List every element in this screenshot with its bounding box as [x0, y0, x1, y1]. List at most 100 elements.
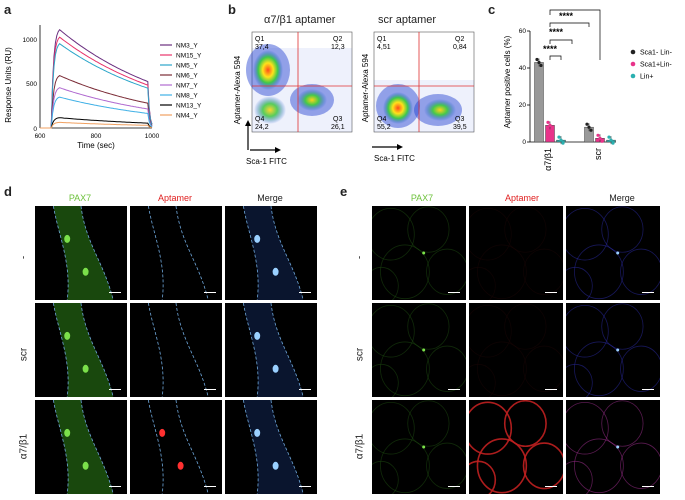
e-tile-r2-aptamer-cell-4: [469, 363, 496, 397]
panel-c-dot-0-0-0: [535, 57, 539, 62]
panel-a-legend-label-0: NM3_Y: [176, 43, 198, 50]
panel-a-series-NM4_Y: [40, 121, 153, 129]
e-tile-r3-pax7: [372, 400, 466, 494]
d-col-aptamer: Aptamer: [157, 193, 192, 203]
e-tile-r1-pax7-scalebar: [448, 291, 460, 293]
e-tile-r3-aptamer: [469, 400, 563, 494]
panel-a-series-NM6_Y: [40, 75, 153, 129]
panel-b: α7/β1 aptamer scr aptamer Q1 37,4 Q2 12,…: [228, 0, 490, 180]
flow1-x-arrowhead: [275, 147, 281, 153]
d-tile-r1-pax7-nucleus-2: [82, 267, 89, 276]
d-tile-r1-merge: [225, 206, 317, 300]
panel-c-sig-1: ****: [543, 44, 558, 54]
e-tile-r1-aptamer: [469, 206, 563, 300]
e-tile-r2-merge-cell-1: [601, 303, 644, 350]
flow2-xlabel: Sca-1 FITC: [374, 154, 415, 163]
panel-c-dot-1-2-1: [609, 138, 613, 142]
d-tile-r3-merge-edge-r: [270, 400, 304, 494]
panel-a-xlabel: Time (sec): [77, 141, 115, 150]
d-tile-r1-aptamer: [130, 206, 222, 300]
d-tile-r3-aptamer-nucleus-2: [177, 461, 184, 470]
e-tile-r3-aptamer-cell-2: [476, 438, 528, 494]
flow-plots: Q1 37,4 Q2 12,3 Q4 24,2 Q3 26,1 Q1 4,51 …: [233, 31, 475, 166]
d-tile-r3-aptamer-edge-r: [175, 400, 209, 494]
panel-c-sig-3: ****: [559, 11, 574, 21]
panel-c-dot-0-1-1: [548, 123, 552, 127]
e-tile-r2-pax7-cell-0: [372, 304, 415, 358]
e-tile-r1-aptamer-cell-4: [469, 266, 496, 300]
panel-label-a: a: [4, 2, 12, 17]
d-tile-r3-merge-scalebar: [299, 485, 311, 487]
panel-label-d: d: [4, 184, 12, 199]
d-tile-r3-pax7-nucleus-1: [64, 428, 71, 437]
e-tile-r1-pax7: [372, 206, 466, 300]
d-tile-r1-merge-nucleus-2: [272, 267, 279, 276]
e-tile-r2-pax7-nucleus: [422, 348, 426, 352]
flow1-density-q3-core: [297, 89, 327, 111]
panel-c-bar-0-0: [534, 62, 544, 143]
d-tile-r3-pax7-edge-r: [80, 400, 114, 494]
d-tile-r2-merge-nucleus-1: [254, 331, 261, 340]
panel-c-dot-0-1-0: [546, 120, 550, 124]
e-tile-r1-merge-cell-4: [566, 266, 593, 300]
d-tile-r1-merge-nucleus-1: [254, 234, 261, 243]
flow2-q4-value: 55,2: [377, 124, 391, 131]
panel-label-c: c: [488, 2, 496, 17]
e-tile-r1-aptamer-cell-2: [477, 244, 527, 300]
e-col-merge: Merge: [609, 193, 635, 203]
flow1-ylabel: Aptamer-Alexa 594: [233, 55, 242, 124]
flow2-q2-name: Q2: [455, 36, 464, 43]
e-row-2: scr: [354, 347, 366, 362]
panel-a-legend-label-2: NM5_Y: [176, 63, 198, 70]
e-tile-r3-pax7-cell-1: [407, 400, 450, 447]
d-tile-r1-pax7-nucleus-1: [64, 234, 71, 243]
e-tile-r2-merge: [566, 303, 660, 397]
d-tile-r2-merge-fiber: [243, 303, 304, 397]
e-tile-r2-aptamer-cell-2: [477, 341, 527, 397]
flow2-x-arrowhead: [397, 144, 403, 150]
d-tile-r1-pax7: [35, 206, 127, 300]
d-tile-r3-pax7: [35, 400, 127, 494]
e-tile-r2-aptamer-scalebar: [545, 388, 557, 390]
panel-c-group-1: scr: [593, 148, 603, 160]
panel-c-dot-0-0-2: [539, 63, 543, 68]
flow1-density-q4: [254, 96, 286, 124]
panel-c-bracket-2: [549, 22, 590, 27]
e-tile-r2-merge-cell-4: [566, 363, 593, 397]
e-tile-r3-pax7-cell-4: [372, 460, 399, 494]
e-tile-r3-pax7-nucleus: [422, 445, 426, 449]
panel-a-legend-label-7: NM4_Y: [176, 113, 198, 120]
e-tile-r2-aptamer-cell-3: [523, 345, 563, 392]
panel-a-ytick-0: 0: [33, 126, 37, 133]
e-tile-r1-aptamer-cell-0: [469, 207, 512, 261]
panel-c-legend-label-2: Lin+: [640, 74, 653, 81]
flow2-q1-value: 4,51: [377, 44, 391, 51]
panel-a-ylabel: Response Units (RU): [4, 47, 13, 123]
flow1-q3-name: Q3: [333, 116, 342, 123]
e-tile-r1-pax7-cell-3: [426, 248, 466, 295]
panel-c-legend-dot-1: [630, 61, 636, 67]
d-tile-r2-aptamer-fiber: [148, 303, 209, 397]
panel-a-series-NM3_Y: [40, 28, 153, 129]
e-tile-r2-pax7-cell-1: [407, 303, 450, 350]
panel-c-group-0: α7/β1: [543, 148, 553, 171]
panel-a-xtick-0: 600: [35, 133, 46, 140]
panel-c-dot-1-0-1: [587, 125, 591, 129]
e-tile-r2-pax7-cell-3: [426, 345, 466, 392]
e-tile-r2-aptamer-cell-1: [504, 303, 547, 350]
e-tile-r1-merge-cell-2: [574, 244, 624, 300]
flow2-q3-value: 39,5: [453, 124, 467, 131]
e-tile-r2-merge-cell-0: [566, 304, 609, 358]
e-tile-r3-merge-cell-0: [566, 401, 609, 455]
e-tile-r2-merge-cell-3: [620, 345, 660, 392]
flow1-q4-name: Q4: [255, 116, 264, 123]
flow1-xlabel: Sca-1 FITC: [246, 157, 287, 166]
d-tile-r3-merge-nucleus-1: [254, 428, 261, 437]
d-tile-r2-aptamer: [130, 303, 222, 397]
panel-a-series-NM15_Y: [40, 36, 153, 129]
d-tile-r1-aptamer-scalebar: [204, 291, 216, 293]
e-tile-r2-pax7-cell-4: [372, 363, 399, 397]
e-tile-r1-merge: [566, 206, 660, 300]
panel-c-dot-0-1-2: [550, 126, 554, 130]
e-row-1: -: [354, 255, 366, 260]
